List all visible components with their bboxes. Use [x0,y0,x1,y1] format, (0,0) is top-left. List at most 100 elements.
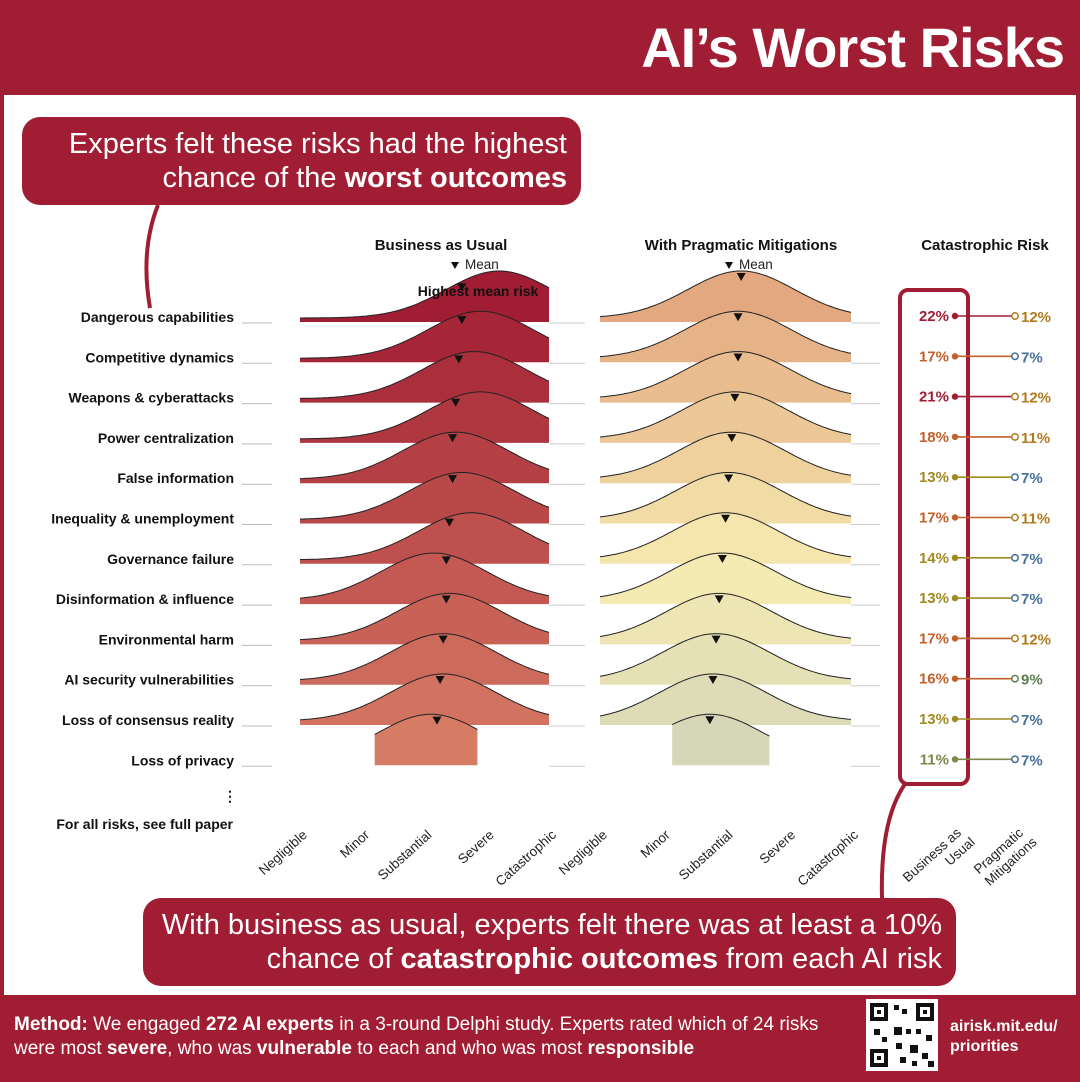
dumbbell-mit-dot [1011,473,1019,482]
dumbbell-mit-dot [1011,755,1019,764]
callout-top-line2: chance of the worst outcomes [22,161,567,195]
dumbbell-bau-dot [951,474,959,481]
header-banner: AI’s Worst Risks [0,0,1080,95]
footer-banner: Method: We engaged 272 AI experts in a 3… [0,995,1080,1082]
paper-link[interactable]: airisk.mit.edu/ priorities [950,1017,1058,1057]
mit-ridge-outline [599,552,852,598]
dumbbell-mit-dot [1011,352,1019,361]
mit-pct-label: 11% [1021,511,1050,528]
mit-ridge [600,593,851,645]
risk-label: False information [117,470,234,486]
mit-pct-label: 7% [1021,591,1043,608]
risk-label: Loss of privacy [131,752,234,768]
mit-mean-marker [727,434,737,443]
bau-ridge [374,714,478,766]
bau-pct-label: 22% [919,308,949,325]
mit-pct-label: 12% [1021,631,1051,648]
bau-ridge [300,351,549,403]
callout-top-connector [144,204,160,309]
mit-pct-label: 11% [1021,430,1050,447]
callout-top-line1: Experts felt these risks had the highest [68,128,567,160]
mit-mean-marker [714,595,724,604]
bau-ridge-outline [299,431,550,480]
dumbbell-bau-dot [951,353,959,360]
qr-code-icon[interactable] [866,999,938,1071]
mit-ridge [600,633,851,685]
url-line1: airisk.mit.edu/ [950,1018,1058,1035]
mit-ridge-outline [599,351,852,398]
x-tick-label: Catastrophic [493,827,560,889]
mean-marker-legend-bau [451,262,459,269]
dumbbell-bau-dot [951,715,959,723]
risk-label: Loss of consensus reality [62,712,234,728]
x-tick-label: Catastrophic [795,827,862,889]
mit-pct-label: 7% [1021,551,1043,568]
mit-ridge-outline [599,472,852,518]
dumbbell-mit-dot [1011,553,1019,562]
mit-ridge [600,271,851,322]
bau-mean-marker [435,676,445,685]
x-tick-label: Minor [638,827,673,861]
mit-ridge-outline [599,431,852,478]
mit-mean-marker [733,313,743,322]
bau-mean-marker [448,475,458,484]
dumbbell-mit-dot [1011,312,1019,320]
risk-label: Competitive dynamics [85,349,234,365]
callout-bottom-plain2: from each AI risk [717,943,942,975]
mit-mean-marker [724,474,734,483]
mit-ridge-outline [599,310,852,358]
bau-mean-marker [448,434,458,443]
bau-mean-marker [438,635,448,644]
method-text: Method: We engaged 272 AI experts in a 3… [14,1013,854,1061]
risk-label: Weapons & cyberattacks [69,390,235,406]
bau-pct-label: 17% [919,348,949,365]
mit-ridge [600,674,851,725]
dumbbell-bau-dot [951,594,959,602]
mit-pct-label: 7% [1021,712,1043,729]
dumbbell-mit-dot [1011,674,1019,683]
dumbbell-mit-dot [1011,634,1019,643]
mit-ridge [600,432,851,484]
mean-marker-legend-mit [725,262,733,269]
risk-label: Environmental harm [99,631,234,647]
bau-ridge-outline [299,592,550,640]
bau-highlight-box [898,288,970,786]
mit-ridge-outline [599,633,852,680]
mit-mean-marker [721,514,730,523]
bau-ridge-outline [299,472,550,520]
bau-mean-marker [441,556,451,565]
bau-ridge [300,633,549,685]
mit-ridge-outline [599,512,852,558]
x-tick-label: Minor [337,827,372,861]
dumbbell-bau-dot [951,756,959,763]
mit-ridge [600,351,851,403]
x-tick-label: Severe [455,827,497,867]
dumbbell-bau-dot [951,393,959,400]
panel-title-mit: With Pragmatic Mitigations [645,237,837,254]
mit-ridge [600,472,851,524]
highest-mean-annotation: Highest mean risk [418,283,539,299]
bau-pct-label: 13% [919,469,949,486]
bau-ridge-outline [299,391,550,440]
mit-mean-marker [705,716,715,725]
risk-label: Disinformation & influence [56,591,234,607]
mit-mean-marker [708,675,718,684]
method-b1: 272 AI experts [205,1014,334,1035]
bau-ridge-outline [299,351,550,399]
dumbbell-bau-dot [951,514,959,521]
mit-mean-marker [730,393,740,402]
x-tick-label: Substantial [375,827,435,883]
callout-top-bold: worst outcomes [344,162,567,194]
bau-mean-marker [457,283,467,292]
more-label: For all risks, see full paper [56,816,233,832]
bau-ridge [300,391,549,443]
x-tick-label: Severe [756,827,798,867]
risk-label: AI security vulnerabilities [64,672,234,688]
mean-label-mit: Mean [739,257,773,272]
bau-ridge [300,674,549,725]
bau-pct-label: 21% [919,389,949,406]
bau-mean-marker [457,316,467,325]
mit-pct-label: 7% [1021,349,1043,366]
bau-ridge [300,512,549,564]
